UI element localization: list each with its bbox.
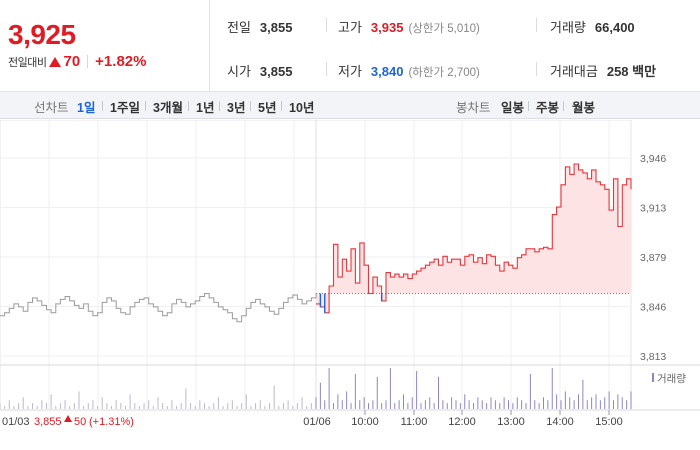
- stat-prev-close: 전일 3,855: [227, 17, 292, 36]
- intraday-price-chart[interactable]: 3,946 3,913 3,879 3,846 3,813 01/03 01/06 10:0…: [0, 120, 700, 450]
- stat-volume: 거래량 66,400: [550, 17, 635, 36]
- y-tick-label: 3,913: [640, 203, 666, 215]
- divider: [145, 101, 146, 111]
- line-chart-label: 선차트: [34, 101, 69, 115]
- tab-10y[interactable]: 10년: [289, 101, 315, 115]
- up-triangle-icon: [64, 415, 72, 422]
- divider: [326, 18, 327, 32]
- y-tick-label: 3,879: [640, 252, 666, 264]
- prev-day-change: 50: [74, 416, 86, 428]
- tab-weekly[interactable]: 주봉: [536, 101, 560, 115]
- divider: [250, 101, 251, 111]
- volume-legend-label: 거래량: [657, 373, 686, 385]
- lower-limit-note: (하한가 2,700): [408, 67, 480, 79]
- divider: [219, 101, 220, 111]
- volume-legend: 거래량: [652, 373, 686, 385]
- tab-1y[interactable]: 1년: [196, 101, 215, 115]
- stat-value: 3,840: [370, 64, 404, 79]
- tab-daily[interactable]: 일봉: [501, 101, 525, 115]
- tab-3m[interactable]: 3개월: [153, 101, 183, 115]
- x-label-14: 14:00: [546, 416, 574, 428]
- stat-label: 거래량: [550, 20, 586, 35]
- divider: [102, 101, 103, 111]
- change-percent: +1.82%: [95, 53, 147, 70]
- price-box: 3,925 전일대비 70 +1.82%: [0, 0, 210, 92]
- x-label-12: 12:00: [448, 416, 476, 428]
- divider: [326, 62, 327, 76]
- tab-5y[interactable]: 5년: [258, 101, 277, 115]
- y-axis-ticks: 3,946 3,913 3,879 3,846 3,813: [640, 153, 666, 363]
- divider: [536, 62, 537, 76]
- x-axis-labels: 01/03 01/06 10:00 11:00 12:00 13:00 14:00 15:00…: [2, 410, 623, 428]
- tab-monthly[interactable]: 월봉: [572, 101, 596, 115]
- price-lines: [0, 163, 632, 323]
- divider: [536, 18, 537, 32]
- period-bar: 선차트 1일 1주일 3개월 1년 3년 5년 10년 봉차트 일봉 주봉 월봉: [0, 92, 700, 119]
- current-price: 3,925: [8, 19, 76, 50]
- candle-chart-label: 봉차트: [456, 101, 491, 115]
- stat-label: 고가: [338, 20, 362, 35]
- x-label-prev-day: 01/03: [2, 416, 30, 428]
- x-label-10: 10:00: [351, 416, 379, 428]
- x-label-11: 11:00: [401, 416, 428, 428]
- today-area: [316, 164, 631, 313]
- today-line: [316, 163, 632, 314]
- tab-1d[interactable]: 1일: [77, 101, 96, 115]
- change-label: 전일대비: [8, 56, 47, 69]
- x-label-15: 15:00: [595, 416, 623, 428]
- upper-limit-note: (상한가 5,010): [408, 23, 480, 35]
- divider: [188, 101, 189, 111]
- stock-summary: 3,925 전일대비 70 +1.82% 전일 3,855 시가 3,855 고…: [0, 0, 700, 92]
- stat-value: 3,855: [259, 20, 293, 35]
- volume-bars: [0, 368, 632, 409]
- tab-3y[interactable]: 3년: [227, 101, 246, 115]
- y-tick-label: 3,946: [640, 153, 666, 165]
- change-amount: 70: [63, 53, 81, 70]
- prev-day-close: 3,855: [34, 416, 62, 428]
- tab-1w[interactable]: 1주일: [110, 101, 140, 115]
- stat-value: 66,400: [594, 20, 635, 35]
- y-tick-label: 3,813: [640, 351, 666, 363]
- stat-amount: 거래대금 258 백만: [550, 61, 656, 80]
- stat-value: 3,935: [370, 20, 404, 35]
- divider: [87, 55, 89, 68]
- divider: [563, 101, 564, 111]
- price-area-fill: [316, 164, 631, 313]
- prev-day-line: [0, 293, 317, 323]
- stat-low: 저가 3,840 (하한가 2,700): [338, 61, 480, 80]
- prev-day-pct: (+1.31%): [89, 416, 134, 428]
- stat-label: 저가: [338, 64, 362, 79]
- x-label-today: 01/06: [303, 416, 331, 428]
- stat-label: 전일: [227, 20, 251, 35]
- divider: [528, 101, 529, 111]
- up-triangle-icon: [49, 56, 62, 67]
- stat-label: 거래대금: [550, 64, 598, 79]
- stat-label: 시가: [227, 64, 251, 79]
- change-row: 전일대비 70 +1.82%: [8, 53, 146, 70]
- stat-value: 3,855: [259, 64, 293, 79]
- volume-legend-swatch: [652, 373, 654, 382]
- divider: [281, 101, 282, 111]
- x-label-13: 13:00: [497, 416, 525, 428]
- stat-open: 시가 3,855: [227, 61, 292, 80]
- stat-high: 고가 3,935 (상한가 5,010): [338, 17, 480, 36]
- stat-value: 258 백만: [606, 64, 657, 79]
- y-tick-label: 3,846: [640, 302, 666, 314]
